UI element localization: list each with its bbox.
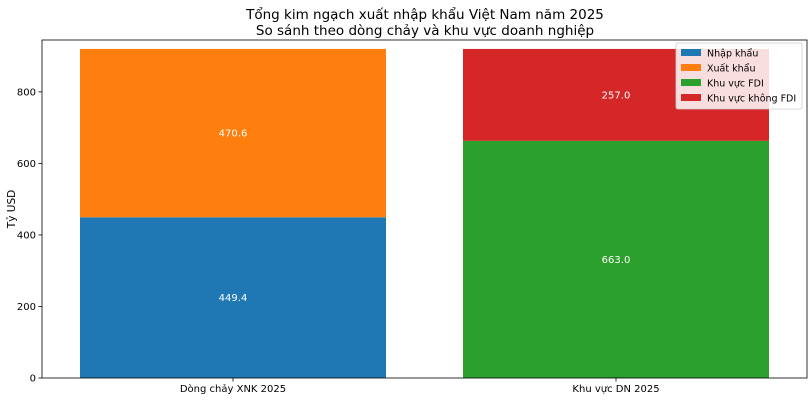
y-axis-label: Tỷ USD — [6, 190, 18, 229]
legend-label-3: Khu vực không FDI — [707, 94, 796, 105]
legend-swatch-1 — [681, 64, 701, 71]
chart-title-line-1: Tổng kim ngạch xuất nhập khẩu Việt Nam n… — [245, 6, 604, 23]
chart-title-line-2: So sánh theo dòng chảy và khu vực doanh … — [256, 23, 594, 39]
legend-label-1: Xuất khẩu — [707, 64, 755, 75]
data-label-0: 449.4 — [219, 293, 248, 304]
plot-area: 449.4 470.6 663.0 257.0 0 200 400 600 800 Dòng ch… — [17, 39, 808, 395]
legend-swatch-2 — [681, 79, 701, 86]
data-label-1: 470.6 — [219, 129, 248, 140]
y-tick-label-1: 200 — [17, 302, 36, 313]
x-tick-label-1: Khu vực DN 2025 — [572, 384, 659, 395]
legend-box — [675, 42, 803, 110]
data-label-3: 257.0 — [602, 90, 631, 101]
legend-label-2: Khu vực FDI — [707, 79, 764, 90]
y-tick-label-0: 0 — [30, 374, 36, 385]
data-label-2: 663.0 — [602, 255, 631, 266]
legend-swatch-3 — [681, 94, 701, 101]
y-tick-label-2: 400 — [17, 230, 36, 241]
y-tick-label-4: 800 — [17, 87, 36, 98]
bar-segment-2 — [463, 140, 769, 378]
legend-swatch-0 — [681, 49, 701, 56]
x-tick-label-0: Dòng chảy XNK 2025 — [180, 383, 286, 395]
legend-label-0: Nhập khẩu — [707, 49, 758, 60]
plot-frame — [41, 39, 808, 379]
bar-segment-1 — [80, 48, 386, 218]
bar-segment-0 — [80, 217, 386, 378]
y-tick-label-3: 600 — [17, 159, 36, 170]
